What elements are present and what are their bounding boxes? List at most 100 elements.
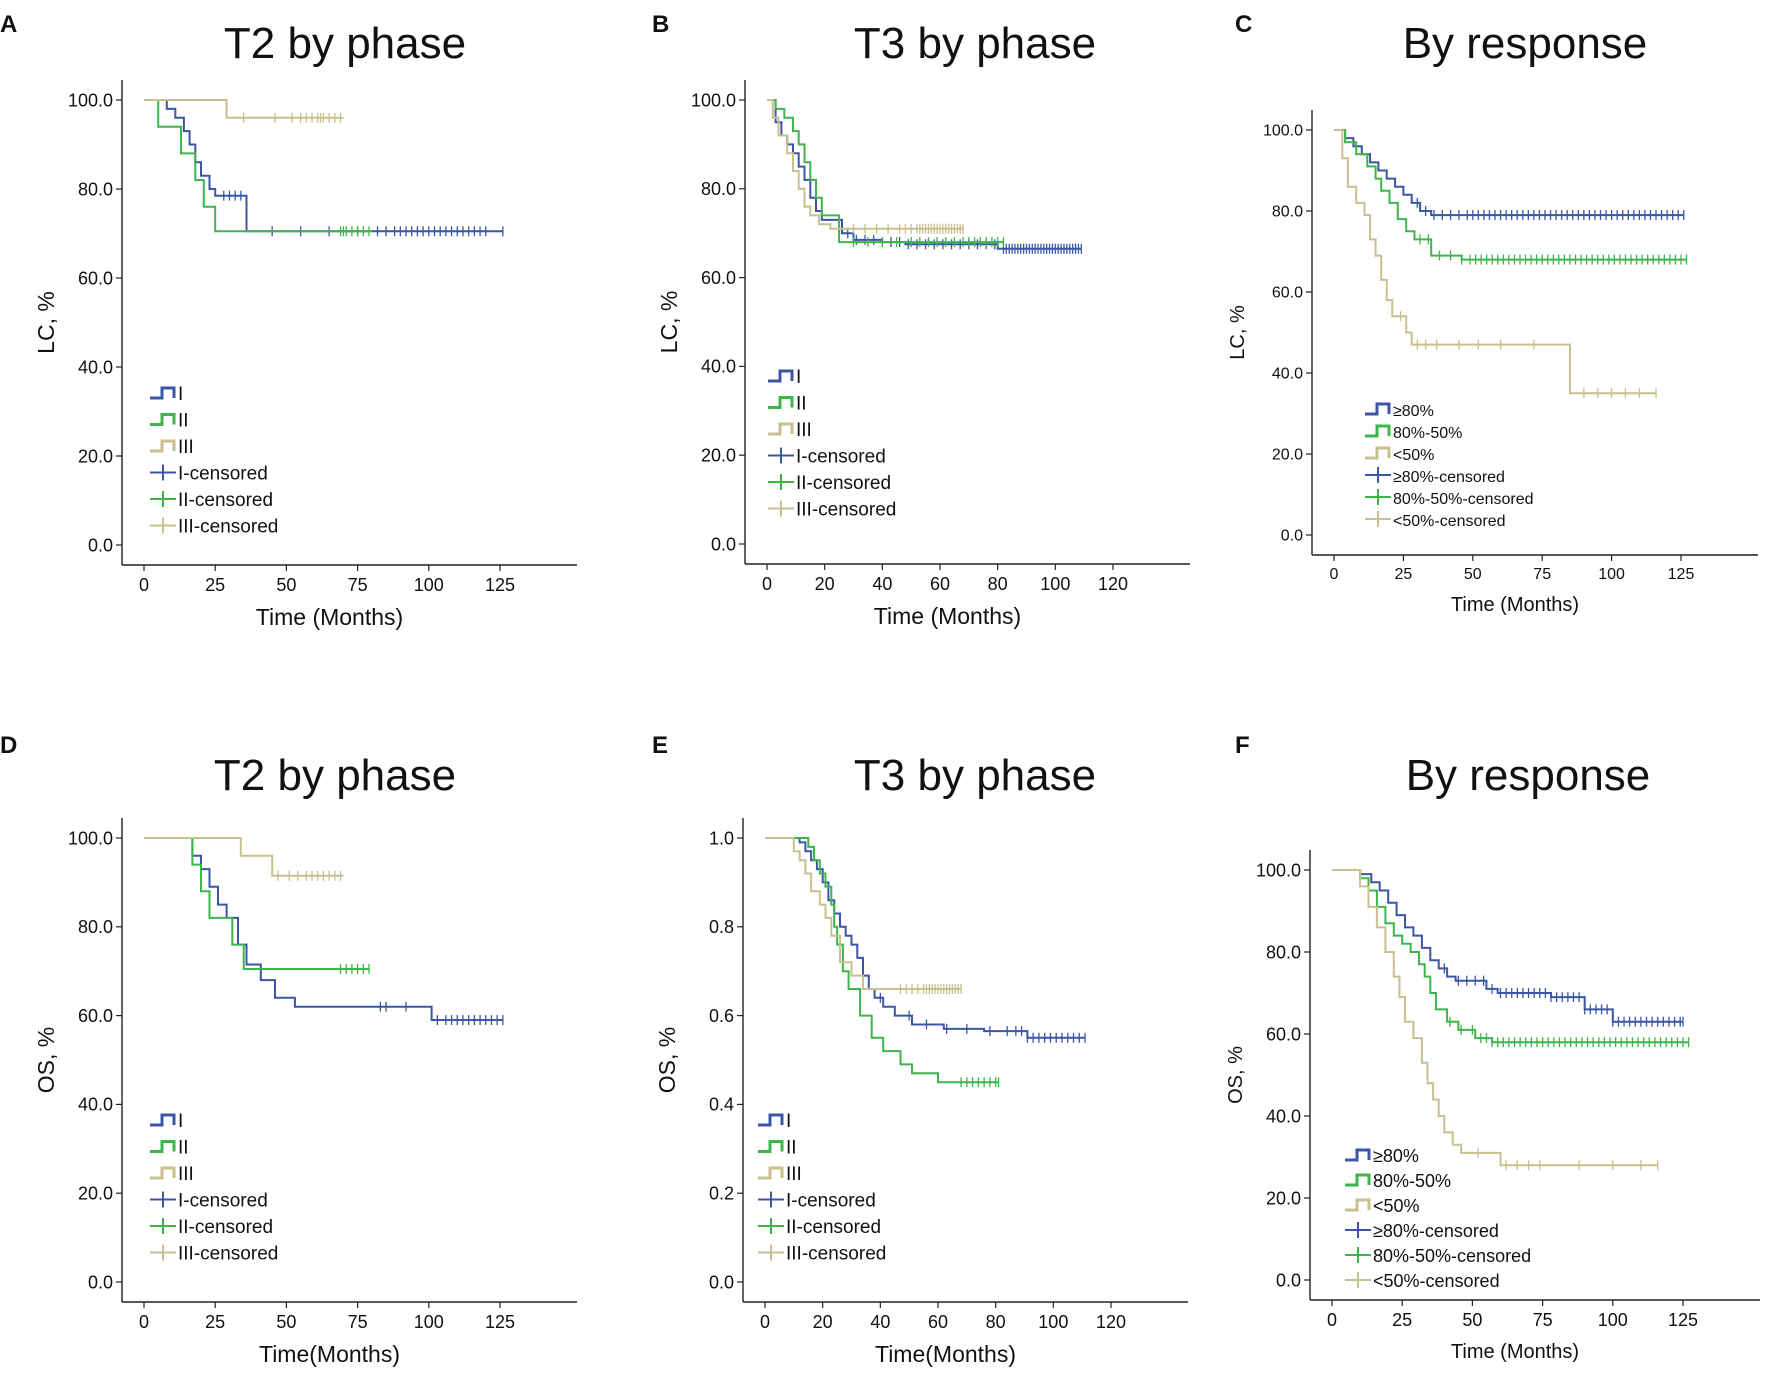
legend-swatch-step <box>1365 402 1391 416</box>
legend-label: <50% <box>1393 447 1434 464</box>
legend-label: III-censored <box>178 517 278 538</box>
y-tick-label: 80.0 <box>1272 204 1303 221</box>
x-tick-label: 0 <box>762 574 772 594</box>
series-line-2 <box>144 837 369 970</box>
series-line-2 <box>144 99 372 233</box>
legend-label: II <box>178 411 189 432</box>
legend-swatch-step <box>150 1140 176 1153</box>
y-tick-label: 80.0 <box>701 179 736 199</box>
x-tick-label: 50 <box>276 575 296 595</box>
legend-swatch-step <box>758 1166 784 1180</box>
legend-label: ≥80% <box>1373 1146 1419 1166</box>
x-tick-label: 0 <box>1330 566 1339 583</box>
x-tick-label: 25 <box>205 575 225 595</box>
panel-f: F By response 0.0 20.0 40.0 60.0 80.0 100.0 0 25 5… <box>1225 732 1760 1363</box>
y-axis-label: LC, % <box>33 291 59 354</box>
legend-label: I-censored <box>178 464 268 485</box>
y-tick-label: 20.0 <box>1266 1188 1301 1208</box>
y-tick-label: 0.8 <box>709 917 734 937</box>
legend-swatch-step <box>758 1113 784 1127</box>
x-tick-label: 75 <box>348 575 368 595</box>
panel-label: D <box>0 732 17 759</box>
y-tick-label: 1.0 <box>709 828 734 848</box>
y-tick-label: 80.0 <box>78 917 113 937</box>
x-axis-label: Time(Months) <box>875 1341 1016 1367</box>
y-tick-label: 0.0 <box>711 534 736 554</box>
series-line-3 <box>144 837 344 877</box>
x-axis-label: Time (Months) <box>874 603 1021 629</box>
panel-e: E T3 by phase 0.0 0.2 0.4 0.6 0.8 1.0 0 20 40 60 80 1… <box>652 732 1188 1367</box>
legend-swatch-step <box>758 1140 784 1153</box>
x-tick-label: 100 <box>414 1312 444 1332</box>
legend-swatch-step <box>1345 1198 1371 1212</box>
series-line-2 <box>767 99 1004 244</box>
y-tick-label: 0.0 <box>88 535 113 555</box>
x-tick-label: 125 <box>1668 566 1695 583</box>
y-tick-label: 20.0 <box>78 446 113 466</box>
y-tick-label: 0.2 <box>709 1184 734 1204</box>
x-tick-label: 75 <box>1533 1310 1553 1330</box>
y-tick-label: 60.0 <box>701 268 736 288</box>
x-tick-label: 50 <box>1464 566 1482 583</box>
x-tick-label: 80 <box>986 1312 1006 1332</box>
y-axis-label: LC, % <box>1227 305 1249 360</box>
chart-title: By response <box>1403 19 1648 68</box>
series-line-3 <box>1334 129 1656 395</box>
legend-label: I-censored <box>178 1191 268 1212</box>
legend-label: III-censored <box>796 500 896 521</box>
y-tick-label: 40.0 <box>78 357 113 377</box>
y-tick-label: 80.0 <box>1266 942 1301 962</box>
x-tick-label: 75 <box>1533 566 1551 583</box>
y-tick-label: 60.0 <box>78 1006 113 1026</box>
legend-swatch-step <box>150 386 176 400</box>
legend-label: II <box>178 1138 189 1159</box>
x-tick-label: 25 <box>1395 566 1413 583</box>
x-tick-label: 20 <box>815 574 835 594</box>
x-axis-label: Time (Months) <box>1451 594 1579 616</box>
series-line-1 <box>767 99 1082 250</box>
panel-label: B <box>652 11 669 38</box>
x-tick-label: 125 <box>1668 1310 1698 1330</box>
series-line-2 <box>765 837 999 1084</box>
legend-label: ≥80% <box>1393 403 1434 420</box>
chart-title: T2 by phase <box>224 19 466 68</box>
y-tick-label: 60.0 <box>1266 1024 1301 1044</box>
y-tick-label: 80.0 <box>78 179 113 199</box>
panel-d: D T2 by phase 0.0 20.0 40.0 60.0 80.0 100.0 0 25 5… <box>0 732 577 1367</box>
legend-swatch-step <box>1365 446 1391 460</box>
x-tick-label: 50 <box>1462 1310 1482 1330</box>
x-tick-label: 100 <box>1598 566 1625 583</box>
panel-label: C <box>1235 11 1252 38</box>
panel-label: A <box>0 11 17 38</box>
x-tick-label: 50 <box>276 1312 296 1332</box>
legend-swatch-step <box>150 1166 176 1180</box>
y-tick-label: 0.0 <box>1281 528 1303 545</box>
legend-label: I <box>178 1111 183 1132</box>
legend-label: I-censored <box>796 447 886 468</box>
legend-label: III <box>178 1164 194 1185</box>
legend-label: 80%-50%-censored <box>1373 1246 1531 1266</box>
y-tick-label: 40.0 <box>1272 366 1303 383</box>
legend-label: III-censored <box>178 1244 278 1265</box>
legend-label: 80%-50%-censored <box>1393 491 1534 508</box>
legend-label: II <box>786 1138 797 1159</box>
x-axis-label: Time (Months) <box>256 604 403 630</box>
legend-label: <50% <box>1373 1196 1420 1216</box>
y-tick-label: 20.0 <box>701 446 736 466</box>
panel-label: E <box>652 732 668 759</box>
x-tick-label: 60 <box>928 1312 948 1332</box>
x-tick-label: 25 <box>205 1312 225 1332</box>
legend-label: II-censored <box>786 1217 881 1238</box>
x-axis-label: Time(Months) <box>259 1341 400 1367</box>
x-tick-label: 60 <box>930 574 950 594</box>
y-tick-label: 100.0 <box>68 90 113 110</box>
x-tick-label: 75 <box>348 1312 368 1332</box>
legend-label: ≥80%-censored <box>1393 469 1505 486</box>
legend-label: III <box>786 1164 802 1185</box>
x-tick-label: 100 <box>1038 1312 1068 1332</box>
legend-label: <50%-censored <box>1373 1271 1500 1291</box>
x-tick-label: 0 <box>760 1312 770 1332</box>
series-line-1 <box>1334 129 1684 217</box>
x-tick-label: 120 <box>1096 1312 1126 1332</box>
series-line-2 <box>1334 129 1687 261</box>
